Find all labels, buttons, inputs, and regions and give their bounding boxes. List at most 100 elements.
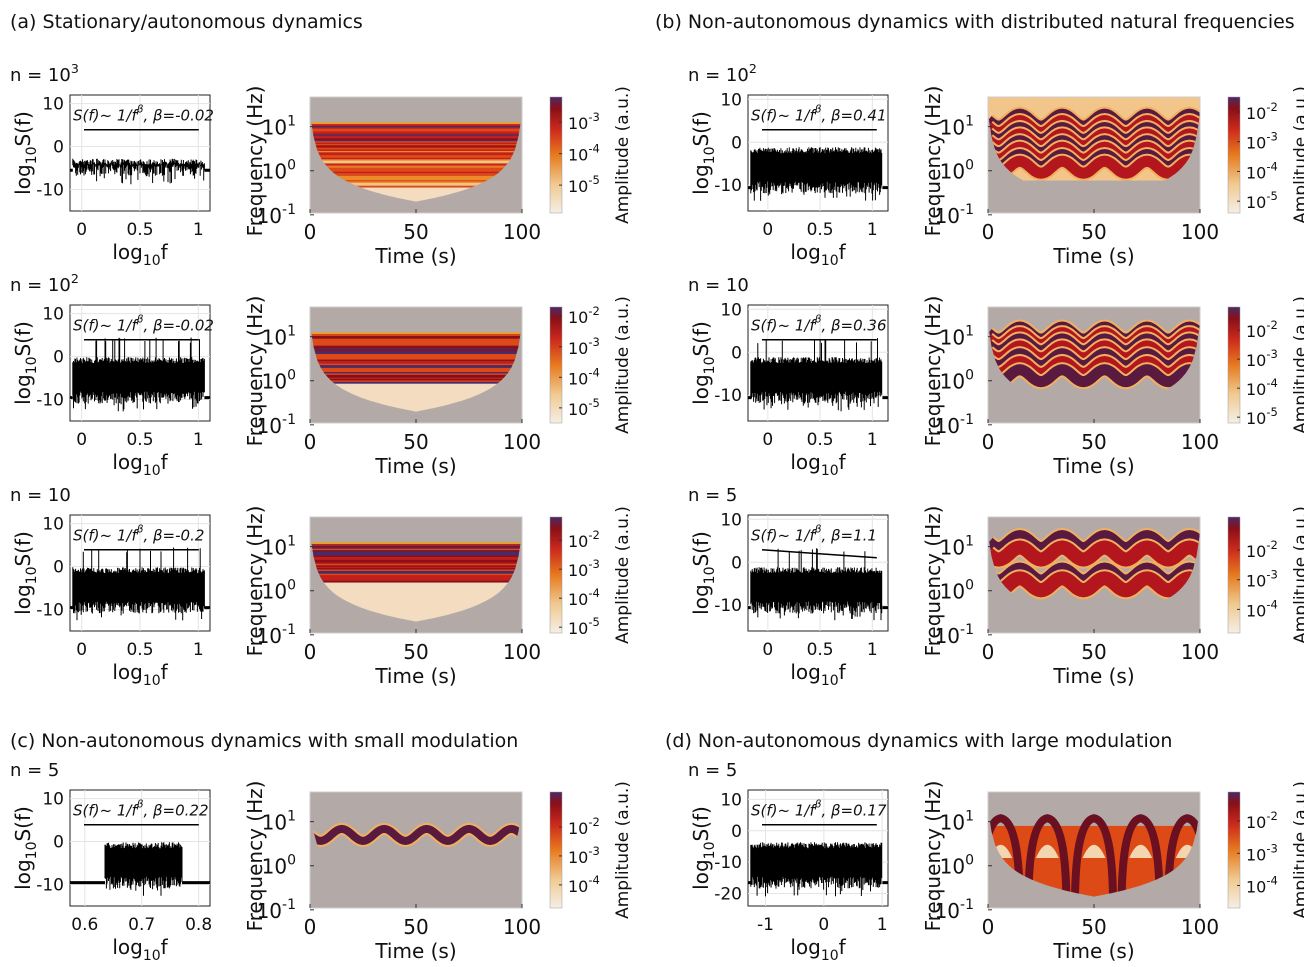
y-tick-label-base: 10 [940, 536, 965, 560]
wavelet-band [310, 575, 522, 577]
n-label: n = 10 [688, 275, 749, 296]
x-tick-label: 0 [982, 640, 995, 664]
colorbar-tick-label: 10-4 [1246, 873, 1278, 896]
fit-annotation: S(f)~ 1/fβ, β=0.22 [73, 799, 209, 820]
x-axis-label-text: log [790, 450, 821, 474]
y-axis-label-sub: 10 [24, 147, 40, 165]
y-tick-label: 10-1 [935, 622, 974, 648]
y-tick-label-sup: 0 [965, 853, 974, 869]
wavelet-band [310, 335, 522, 338]
wavelet-band [310, 554, 522, 557]
y-tick-label: -10 [714, 386, 742, 406]
x-axis-label-tail: f [839, 660, 847, 684]
wavelet-band [310, 128, 522, 131]
y-tick-label-sup: -1 [282, 897, 296, 913]
colorbar-tick-sup: -5 [588, 173, 599, 187]
colorbar-tick-label: 10-3 [568, 557, 600, 580]
x-axis-label-sub: 10 [143, 673, 161, 689]
x-tick-label: 0 [762, 430, 773, 450]
wavelet-band [310, 142, 522, 145]
y-tick-label-sup: -1 [282, 622, 296, 638]
colorbar-tick-sup: -2 [588, 528, 599, 542]
colorbar-label: Amplitude (a.u.) [613, 781, 633, 919]
y-axis-label: Frequency (Hz) [921, 506, 945, 657]
y-axis-label: log10S(f) [11, 111, 40, 195]
y-axis-label-sub: 10 [24, 842, 40, 860]
colorbar-tick-label: 10-5 [568, 615, 600, 638]
x-tick-label: 0 [818, 915, 829, 935]
y-axis-label-text: log [689, 584, 713, 615]
y-tick-label: 10-1 [935, 202, 974, 228]
y-tick-label-base: 10 [262, 811, 287, 835]
y-tick-label: 0 [53, 138, 64, 158]
fit-annotation: S(f)~ 1/fβ, β=1.1 [751, 524, 877, 545]
wavelet-band [310, 363, 522, 366]
fit-annotation-sup: β [136, 524, 144, 536]
colorbar-tick-base: 10 [1246, 845, 1266, 864]
wavelet-band [310, 545, 522, 548]
wavelet-band [310, 139, 522, 142]
wavelet-band [310, 562, 522, 565]
y-tick-label-base: 10 [262, 326, 287, 350]
y-tick-label: 100 [940, 578, 974, 604]
y-axis-label: log10S(f) [11, 321, 40, 405]
fit-annotation-text: S(f)~ 1/f [73, 317, 139, 335]
wavelet-band [310, 559, 522, 562]
x-axis-label-sub: 10 [143, 948, 161, 964]
x-tick-label: 100 [1181, 430, 1219, 454]
colorbar-tick-sup: -2 [1266, 318, 1277, 332]
y-tick-label: 100 [262, 368, 296, 394]
y-axis-label: log10S(f) [11, 806, 40, 890]
colorbar-tick-label: 10-3 [568, 110, 600, 133]
x-axis-label: log10f [790, 450, 846, 479]
y-tick-label-base: 10 [257, 899, 282, 923]
colorbar-tick-sup: -3 [588, 557, 599, 571]
x-axis-label-sub: 10 [821, 463, 839, 479]
y-tick-label-base: 10 [940, 811, 965, 835]
colorbar-tick-label: 10-4 [568, 365, 600, 388]
y-tick-label-sup: -1 [282, 412, 296, 428]
y-tick-label-sup: 1 [965, 114, 974, 130]
colorbar-tick-base: 10 [568, 819, 588, 838]
wavelet-band [310, 150, 522, 153]
y-tick-label-base: 10 [940, 580, 965, 604]
wavelet-band [310, 379, 522, 381]
colorbar-tick-base: 10 [1246, 104, 1266, 123]
y-axis-label-sub: 10 [702, 147, 718, 165]
y-tick-label-base: 10 [262, 160, 287, 184]
x-axis-label-tail: f [161, 240, 169, 264]
wavelet-band [310, 145, 522, 148]
wavelet-band [310, 362, 522, 365]
wavelet-band [310, 356, 522, 359]
x-axis-label-tail: f [161, 935, 169, 959]
x-tick-label: 0 [304, 915, 317, 939]
y-tick-label: 10 [42, 95, 64, 115]
y-axis-label: log10S(f) [689, 111, 718, 195]
x-tick-label: 50 [1081, 430, 1106, 454]
x-axis-label: log10f [790, 240, 846, 269]
spectrum-trace-lines [750, 842, 883, 897]
colorbar-tick-base: 10 [1246, 542, 1266, 561]
x-tick-label: 1 [867, 640, 878, 660]
y-tick-label: 10 [720, 300, 742, 320]
y-tick-label: 101 [940, 324, 974, 350]
colorbar-tick-base: 10 [568, 400, 588, 419]
wavelet-band [310, 152, 522, 155]
colorbar-tick-label: 10-2 [568, 815, 600, 838]
wavelet-band [310, 577, 522, 580]
wavelet-arch [1024, 814, 1071, 897]
wavelet-band [310, 550, 522, 552]
x-tick-label: 0 [982, 220, 995, 244]
colorbar-tick-label: 10-3 [1246, 568, 1278, 591]
wavelet-band [310, 173, 522, 176]
x-tick-label: 100 [1181, 915, 1219, 939]
wavelet-band [310, 349, 522, 352]
spectrum-trace-lines [104, 842, 183, 896]
x-axis-label: log10f [112, 450, 168, 479]
wavelet-band [310, 337, 522, 340]
wavelet-arch [988, 814, 1024, 897]
y-tick-label: 100 [940, 158, 974, 184]
x-axis-label-tail: f [161, 450, 169, 474]
wavelet-band [310, 573, 522, 576]
y-tick-label: 101 [262, 324, 296, 350]
